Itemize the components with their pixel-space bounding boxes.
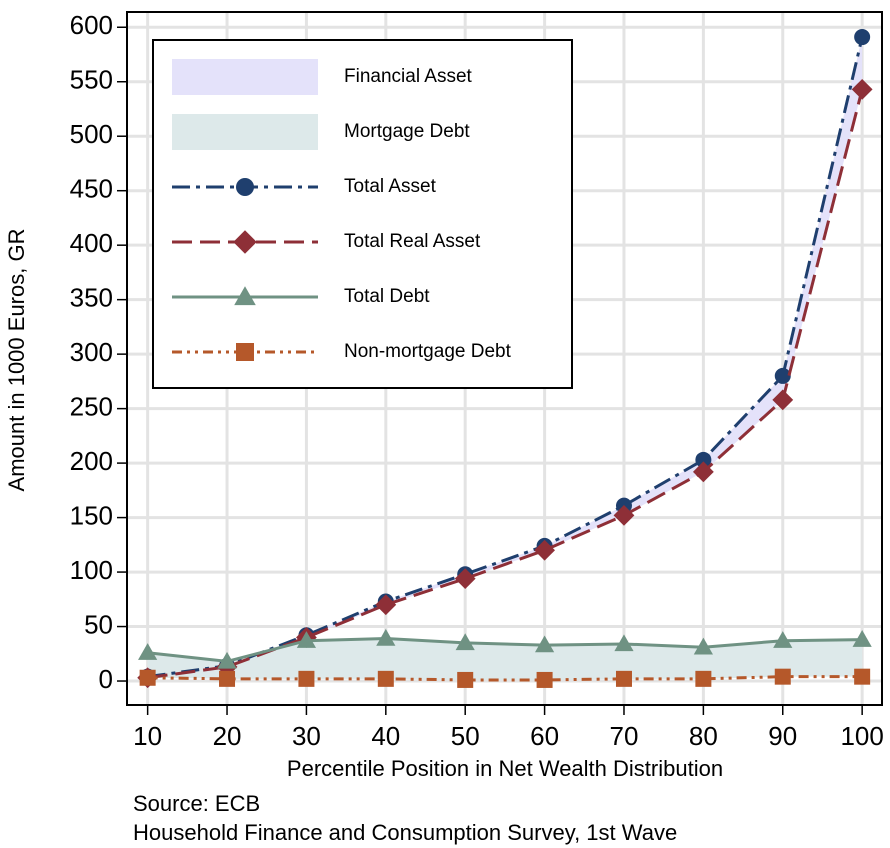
area-band <box>147 638 863 680</box>
marker <box>692 461 714 483</box>
marker <box>854 29 871 46</box>
marker <box>138 643 158 660</box>
marker <box>375 594 397 616</box>
source-note: Source: ECB <box>133 791 260 816</box>
y-tick-label: 450 <box>70 174 113 204</box>
marker <box>534 635 555 653</box>
legend: Financial Asset Mortgage Debt Total Asset T… <box>152 39 573 389</box>
marker <box>536 671 553 688</box>
marker <box>298 670 315 687</box>
marker <box>217 651 237 669</box>
x-tick-label: 70 <box>610 721 639 751</box>
x-axis-title: Percentile Position in Net Wealth Distri… <box>287 756 723 781</box>
marker <box>695 451 712 468</box>
marker <box>377 670 394 687</box>
legend-box <box>152 39 573 389</box>
legend-swatch <box>172 59 318 95</box>
y-tick-label: 50 <box>84 609 113 639</box>
x-tick-label: 100 <box>840 721 883 751</box>
legend-marker <box>236 343 254 361</box>
x-tick-label: 20 <box>213 721 242 751</box>
marker <box>296 631 317 648</box>
source-note: Household Finance and Consumption Survey… <box>133 820 677 845</box>
x-tick-label: 80 <box>689 721 718 751</box>
series-line <box>147 36 864 679</box>
x-tick-label: 30 <box>292 721 321 751</box>
y-tick-label: 600 <box>70 10 113 40</box>
legend-label: Financial Asset <box>344 66 473 87</box>
x-tick-label: 50 <box>451 721 480 751</box>
y-tick-label: 100 <box>70 555 113 585</box>
legend-label: Total Real Asset <box>344 231 481 252</box>
y-tick-label: 300 <box>70 337 113 367</box>
x-tick-label: 40 <box>371 721 400 751</box>
legend-label: Non-mortgage Debt <box>344 341 512 362</box>
y-tick-label: 0 <box>99 664 113 694</box>
marker <box>457 671 474 688</box>
marker <box>774 668 791 685</box>
marker <box>695 670 712 687</box>
marker <box>455 633 475 651</box>
y-axis-title: Amount in 1000 Euros, GR <box>4 229 29 492</box>
series-line <box>147 637 863 663</box>
marker <box>454 568 476 590</box>
marker <box>773 631 793 648</box>
y-tick-label: 500 <box>70 119 113 149</box>
marker <box>139 669 156 686</box>
legend-marker <box>234 286 256 306</box>
marker <box>534 539 555 561</box>
y-tick-label: 150 <box>70 500 113 530</box>
series-line <box>147 675 863 682</box>
x-tick-label: 10 <box>133 721 162 751</box>
marker <box>614 634 634 652</box>
marker <box>613 505 635 526</box>
y-tick-label: 400 <box>70 228 113 258</box>
plot-frame <box>126 11 883 706</box>
legend-marker <box>236 178 254 196</box>
marker <box>376 628 396 646</box>
marker <box>772 389 794 411</box>
x-tick-label: 60 <box>530 721 559 751</box>
legend-marker <box>233 230 257 254</box>
x-tick-label: 90 <box>768 721 797 751</box>
y-tick-label: 350 <box>70 283 113 313</box>
marker <box>774 367 791 384</box>
y-tick-label: 250 <box>70 391 113 421</box>
y-tick-label: 550 <box>70 65 113 95</box>
legend-label: Mortgage Debt <box>344 121 470 142</box>
y-tick-label: 200 <box>70 446 113 476</box>
legend-label: Total Asset <box>344 176 437 197</box>
marker <box>219 670 236 687</box>
legend-label: Total Debt <box>344 286 430 307</box>
legend-swatch <box>172 114 318 150</box>
marker <box>854 668 871 685</box>
marker <box>851 78 873 100</box>
marker <box>693 637 713 655</box>
marker <box>852 630 872 647</box>
marker <box>615 670 632 687</box>
